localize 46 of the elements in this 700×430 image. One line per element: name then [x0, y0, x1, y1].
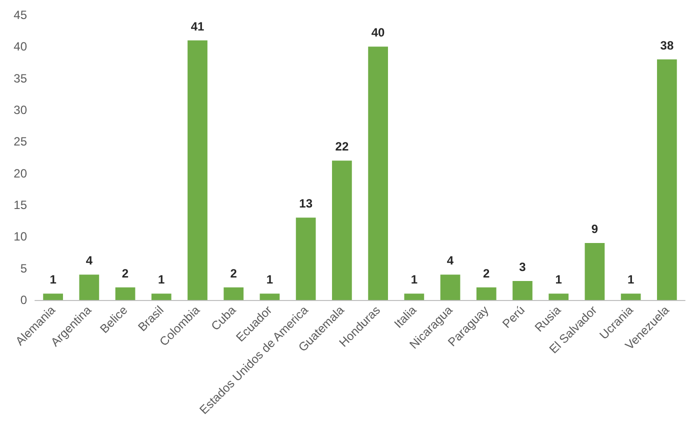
data-label: 1: [50, 272, 57, 287]
y-tick-label: 25: [14, 134, 28, 149]
data-label: 3: [519, 260, 526, 274]
y-tick-label: 5: [20, 261, 28, 276]
bar: [224, 287, 244, 300]
bar: [476, 287, 496, 300]
bar: [260, 294, 280, 300]
y-tick-label: 30: [14, 103, 28, 117]
bar: [79, 274, 100, 300]
bar: [368, 46, 388, 300]
data-label: 2: [230, 266, 238, 280]
bar: [620, 294, 641, 300]
data-label: 1: [555, 272, 562, 287]
data-label: 1: [410, 272, 418, 287]
bar: [584, 243, 605, 300]
data-label: 41: [190, 19, 204, 34]
bar: [115, 287, 136, 300]
data-label: 2: [122, 266, 129, 280]
y-tick-label: 40: [14, 40, 28, 54]
bar: [440, 274, 460, 300]
data-label: 38: [660, 38, 674, 52]
bar: [548, 294, 569, 300]
y-tick-label: 45: [14, 8, 28, 22]
data-label: 22: [335, 140, 349, 154]
data-label: 40: [371, 26, 386, 40]
y-tick-label: 0: [20, 293, 28, 307]
y-tick-label: 35: [14, 71, 28, 86]
data-label: 9: [591, 222, 598, 236]
y-tick-label: 10: [14, 230, 28, 244]
bar: [188, 40, 208, 300]
data-label: 1: [158, 272, 166, 287]
data-label: 4: [86, 254, 93, 268]
bar: [512, 281, 532, 300]
data-label: 1: [627, 272, 634, 287]
y-tick-label: 20: [14, 166, 28, 180]
bar: [404, 294, 424, 300]
bar: [657, 59, 677, 300]
bar: [151, 294, 172, 300]
data-label: 1: [266, 272, 274, 287]
data-label: 13: [299, 196, 313, 211]
bar: [43, 294, 63, 300]
bar: [332, 160, 352, 300]
data-label: 2: [483, 266, 490, 280]
data-label: 4: [446, 254, 454, 268]
bar: [296, 218, 316, 300]
y-tick-label: 15: [14, 198, 28, 212]
